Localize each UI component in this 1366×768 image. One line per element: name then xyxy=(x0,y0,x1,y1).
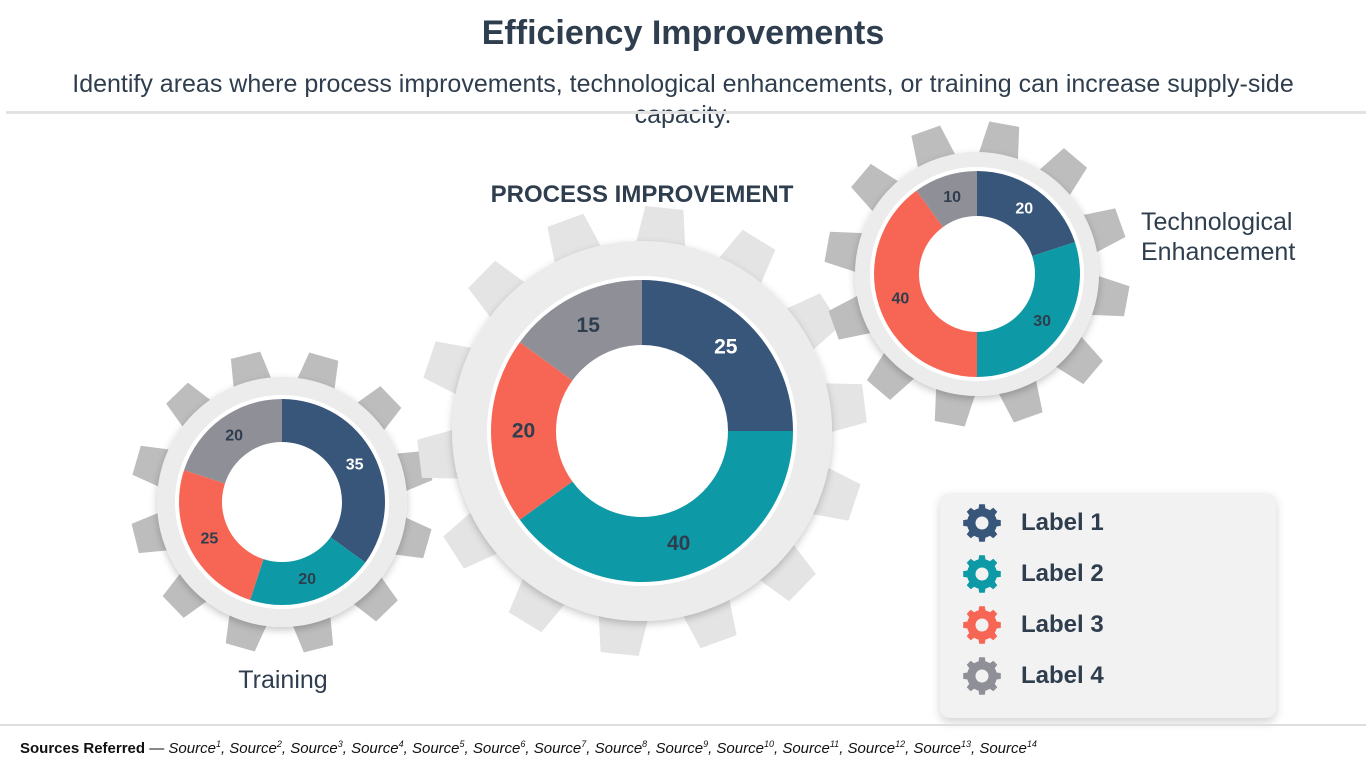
data-label: 40 xyxy=(667,532,690,555)
chart-title: Technological Enhancement xyxy=(1141,208,1295,266)
gear-icon xyxy=(963,657,1001,695)
legend-label: Label 2 xyxy=(1021,560,1104,587)
gear-icon xyxy=(963,504,1001,542)
source-item: Source3 xyxy=(290,739,343,757)
donut-slice-2 xyxy=(519,431,793,582)
legend-item-1: Label 1 xyxy=(962,503,1104,543)
legend-label: Label 4 xyxy=(1021,662,1104,689)
gear-icon xyxy=(963,606,1001,644)
gear-icon xyxy=(963,555,1001,593)
source-item: Source2 xyxy=(229,739,282,757)
source-item: Source12 xyxy=(847,739,906,757)
donut-slice-1 xyxy=(282,399,385,563)
legend-item-4: Label 4 xyxy=(962,656,1104,696)
source-item: Source6 xyxy=(472,739,526,757)
donut-slice-4 xyxy=(184,399,282,484)
legend-label: Label 3 xyxy=(1021,611,1104,638)
legend-label: Label 1 xyxy=(1021,509,1104,536)
donut-slice-3 xyxy=(179,470,264,600)
gear-chart-2: 25 40 20 15 PROCESS IMPROVEMENT xyxy=(417,181,867,656)
source-item: Source10 xyxy=(716,739,774,757)
donut-slice-1 xyxy=(642,280,793,431)
data-label: 30 xyxy=(1033,313,1051,330)
data-label: 35 xyxy=(346,456,364,473)
source-item: Source14 xyxy=(979,739,1037,757)
chart-title: Training xyxy=(238,666,327,694)
page-subtitle: Identify areas where process improvement… xyxy=(72,70,1294,129)
legend: Label 1 Label 2 Label 3 Label 4 xyxy=(940,493,1276,718)
data-label: 20 xyxy=(1015,200,1033,217)
donut-slice-2 xyxy=(977,242,1080,377)
source-item: Source13 xyxy=(913,739,971,757)
data-label: 20 xyxy=(512,420,535,443)
data-label: 25 xyxy=(714,336,738,359)
source-item: Source4 xyxy=(351,739,404,757)
source-item: Source11 xyxy=(782,739,840,757)
source-item: Source1 xyxy=(168,739,221,757)
sources-separator: — xyxy=(149,740,165,757)
donut-slice-2 xyxy=(250,537,366,605)
data-label: 10 xyxy=(943,189,961,206)
donut-slice-1 xyxy=(977,171,1075,257)
top-divider xyxy=(6,111,1366,114)
source-item: Source5 xyxy=(411,739,465,757)
sources-list: Source1, Source2, Source3, Source4, Sour… xyxy=(168,739,1037,757)
data-label: 40 xyxy=(892,290,910,307)
donut-slice-3 xyxy=(874,190,977,377)
data-label: 25 xyxy=(200,531,218,548)
donut-slice-4 xyxy=(519,280,642,381)
gear-chart-3: 20 30 40 10 Technological Enhancement xyxy=(824,121,1295,427)
donut-slice-4 xyxy=(916,171,977,228)
legend-item-2: Label 2 xyxy=(962,554,1104,594)
sources-label: Sources Referred xyxy=(20,740,146,757)
legend-item-3: Label 3 xyxy=(962,605,1104,645)
source-item: Source8 xyxy=(594,739,648,757)
chart-title: PROCESS IMPROVEMENT xyxy=(491,181,794,208)
page-title: Efficiency Improvements xyxy=(481,14,885,52)
source-item: Source7 xyxy=(533,739,587,757)
source-item: Source9 xyxy=(655,739,709,757)
sources-footer: Sources Referred — Source1, Source2, Sou… xyxy=(20,739,1037,757)
donut-slice-3 xyxy=(491,342,573,520)
bottom-divider xyxy=(0,724,1366,726)
data-label: 20 xyxy=(298,571,316,588)
data-label: 15 xyxy=(577,314,601,337)
gear-chart-1: 35 20 25 20 Training xyxy=(131,351,433,694)
data-label: 20 xyxy=(225,428,243,445)
